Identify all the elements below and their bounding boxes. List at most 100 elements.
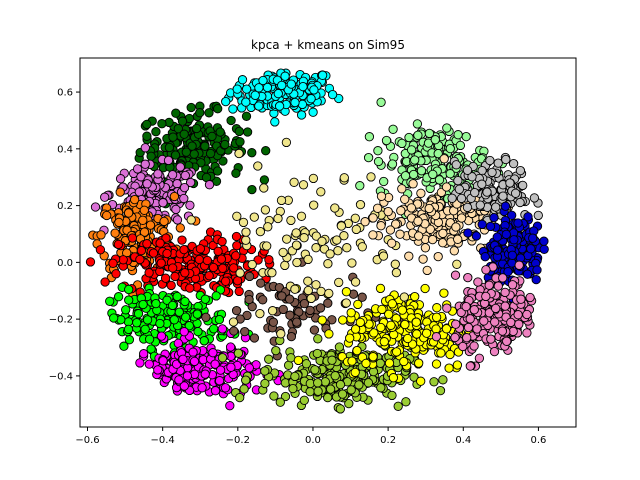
data-point [516, 294, 526, 304]
data-point [399, 356, 409, 367]
data-point [444, 363, 454, 373]
data-point [138, 299, 148, 310]
data-point [188, 347, 198, 357]
data-point [220, 139, 230, 150]
data-point [471, 231, 482, 241]
data-point [330, 203, 340, 213]
data-point [397, 305, 408, 315]
data-point [435, 385, 446, 396]
data-point [373, 146, 383, 156]
data-point [208, 348, 218, 358]
data-point [518, 180, 528, 191]
data-point [500, 301, 510, 311]
data-point [205, 148, 216, 159]
data-point [317, 236, 327, 246]
data-point [225, 401, 235, 411]
data-point [455, 140, 466, 151]
data-point [164, 142, 175, 153]
data-point [249, 212, 259, 222]
data-point [432, 303, 442, 313]
data-point [352, 345, 362, 356]
y-tick-label: −0.2 [49, 315, 73, 326]
data-point [462, 333, 472, 343]
data-point [255, 308, 265, 319]
data-point [485, 221, 496, 232]
data-point [135, 358, 145, 368]
data-point [170, 150, 181, 160]
data-point [286, 215, 296, 226]
data-point [453, 175, 463, 186]
data-point [431, 332, 442, 342]
data-point [260, 205, 271, 215]
data-point [442, 123, 452, 133]
data-point [366, 172, 376, 182]
data-point [140, 324, 150, 334]
data-point [347, 356, 357, 366]
data-point [211, 291, 221, 301]
data-point [189, 149, 199, 159]
data-point [456, 213, 467, 223]
data-point [473, 277, 483, 287]
x-tick-label: 0.2 [380, 435, 396, 446]
data-point [506, 317, 516, 328]
data-point [277, 80, 287, 91]
data-point [309, 85, 319, 95]
data-point [434, 175, 445, 185]
data-point [118, 255, 128, 265]
data-point [363, 152, 374, 163]
data-point [179, 182, 190, 193]
x-tick-label: −0.2 [226, 435, 250, 446]
data-point [445, 349, 455, 360]
data-point [420, 283, 430, 294]
data-point [123, 324, 134, 335]
data-point [247, 148, 257, 158]
data-point [193, 326, 203, 337]
data-point [234, 286, 244, 297]
data-point [351, 224, 361, 235]
data-point [387, 390, 397, 401]
data-point [218, 263, 228, 273]
data-point [111, 269, 121, 279]
data-point [463, 322, 474, 333]
data-point [140, 159, 150, 169]
data-point [465, 361, 475, 371]
data-point [142, 239, 152, 249]
data-point [108, 258, 118, 268]
data-point [306, 94, 316, 104]
data-point [502, 336, 512, 346]
data-point [513, 218, 523, 228]
data-point [401, 397, 411, 407]
data-point [100, 192, 110, 202]
data-point [162, 295, 172, 305]
data-point [274, 101, 285, 111]
data-point [303, 285, 313, 296]
data-point [260, 366, 270, 376]
data-point [234, 126, 244, 137]
data-point [412, 119, 423, 129]
data-point [271, 345, 281, 356]
data-point [395, 229, 405, 239]
data-point [273, 88, 283, 99]
data-point [484, 280, 494, 290]
data-point [218, 156, 228, 166]
data-point [140, 143, 150, 153]
data-point [400, 319, 410, 330]
data-point [470, 187, 480, 198]
data-point [278, 304, 288, 315]
data-point [179, 193, 189, 204]
data-point [313, 386, 323, 396]
data-point [202, 255, 213, 266]
x-axis: −0.6 −0.4 −0.2 0.0 0.2 0.4 0.6 [75, 427, 546, 446]
data-point [439, 288, 449, 298]
data-point [214, 376, 225, 386]
data-point [452, 259, 462, 269]
data-point [142, 179, 152, 189]
data-point [338, 315, 348, 325]
data-point [450, 332, 460, 343]
data-point [303, 276, 313, 286]
data-point [497, 326, 508, 336]
data-point [290, 371, 300, 382]
data-point [406, 145, 417, 155]
data-point [368, 230, 378, 240]
data-point [421, 328, 432, 338]
